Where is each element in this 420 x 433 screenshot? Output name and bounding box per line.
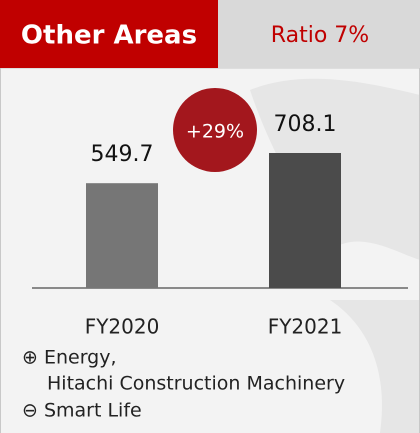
header-ratio-box: [218, 0, 420, 68]
header-tab: [0, 0, 218, 68]
ratio-label: Ratio 7%: [271, 23, 369, 48]
value-label: 708.1: [274, 112, 337, 137]
bar: [269, 153, 341, 288]
x-tick-label: FY2021: [268, 315, 343, 339]
chart-title: Other Areas: [21, 21, 197, 51]
map-shape: [330, 300, 420, 433]
growth-label: +29%: [186, 121, 244, 143]
growth-badge: [173, 88, 257, 172]
x-tick-label: FY2020: [85, 315, 160, 339]
note: ⊖ Smart Life: [22, 400, 142, 422]
note: Hitachi Construction Machinery: [47, 373, 345, 395]
value-label: 549.7: [91, 142, 154, 167]
note: ⊕ Energy,: [22, 347, 117, 369]
bar: [86, 183, 158, 288]
